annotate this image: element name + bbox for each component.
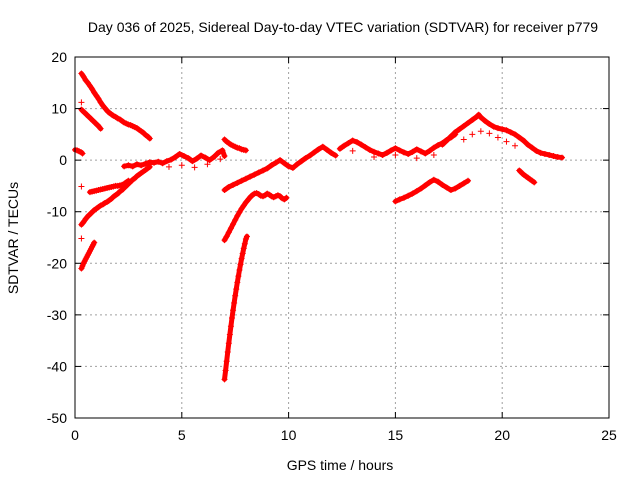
data-point-marker	[531, 179, 538, 186]
series-arc-fifteen-hour-rising	[392, 176, 472, 205]
series-arc-twenty-one-hour-desc	[516, 167, 538, 186]
series-arc-early-flat-neg-five	[86, 177, 132, 196]
series-arc-seven-hour-rising	[221, 143, 339, 194]
data-point-marker	[204, 161, 211, 168]
data-points	[72, 70, 566, 383]
data-point-marker	[392, 151, 399, 158]
series-arc-seven-hour-small-desc	[221, 136, 249, 154]
y-tick-label: -40	[47, 358, 67, 374]
data-point-marker	[477, 128, 484, 135]
data-point-marker	[559, 154, 566, 161]
series-band-near-zero-a	[121, 147, 228, 171]
data-point-marker	[349, 147, 356, 154]
axis-ticks	[74, 56, 610, 419]
data-point-marker	[79, 150, 86, 157]
series-arc-early-descending-high	[78, 70, 153, 142]
x-tick-label: 10	[281, 427, 297, 443]
data-point-marker	[465, 177, 472, 184]
data-point-marker	[283, 194, 290, 201]
data-point-marker	[486, 130, 493, 137]
data-point-marker	[242, 147, 249, 154]
data-point-marker	[243, 233, 250, 240]
plot-frame	[74, 56, 610, 419]
y-tick-label: 0	[59, 152, 67, 168]
data-point-marker	[78, 99, 85, 106]
data-point-marker	[503, 138, 510, 145]
grid-lines	[75, 57, 609, 418]
y-tick-label: -10	[47, 204, 67, 220]
data-point-marker	[430, 151, 437, 158]
x-axis-tick-labels: 0 5 10 15 20 25	[71, 427, 617, 443]
data-point-marker	[221, 153, 228, 160]
y-tick-label: 10	[51, 101, 67, 117]
data-point-marker	[78, 183, 85, 190]
data-point-marker	[469, 131, 476, 138]
data-point-marker	[371, 154, 378, 161]
x-tick-label: 25	[601, 427, 617, 443]
data-point-marker	[97, 125, 104, 132]
series-arc-seven-hour-deep-rising	[221, 233, 250, 383]
x-axis-label: GPS time / hours	[287, 457, 394, 473]
series-band-mid-day	[336, 131, 459, 162]
y-axis-label: SDTVAR / TECUs	[5, 182, 21, 294]
series-arc-early-descending-mid	[78, 106, 104, 132]
data-point-marker	[165, 163, 172, 170]
data-point-marker	[91, 239, 98, 246]
series-arc-early-low-rising	[78, 239, 98, 272]
data-point-marker	[191, 164, 198, 171]
x-tick-label: 20	[494, 427, 510, 443]
y-axis-tick-labels: -50 -40 -30 -20 -10 0 10 20	[47, 49, 67, 426]
data-point-marker	[146, 135, 153, 142]
data-point-marker	[125, 177, 132, 184]
data-point-marker	[512, 142, 519, 149]
x-tick-label: 15	[388, 427, 404, 443]
data-point-marker	[217, 156, 224, 163]
chart-title: Day 036 of 2025, Sidereal Day-to-day VTE…	[88, 19, 598, 35]
x-tick-label: 0	[71, 427, 79, 443]
y-tick-label: -50	[47, 410, 67, 426]
data-point-marker	[332, 152, 339, 159]
data-point-marker	[413, 155, 420, 162]
series-early-isolated-marks	[78, 99, 85, 242]
y-tick-label: -30	[47, 307, 67, 323]
data-point-marker	[178, 162, 185, 169]
data-point-marker	[494, 134, 501, 141]
data-point-marker	[460, 136, 467, 143]
y-tick-label: -20	[47, 255, 67, 271]
series-band-afternoon-hump	[439, 111, 566, 161]
data-point-marker	[78, 235, 85, 242]
series-arc-early-rising	[78, 163, 153, 228]
series-arc-early-small-near-zero	[72, 146, 86, 157]
series-arc-seven-hour-mid-rising	[221, 190, 290, 244]
x-tick-label: 5	[178, 427, 186, 443]
y-tick-label: 20	[51, 49, 67, 65]
